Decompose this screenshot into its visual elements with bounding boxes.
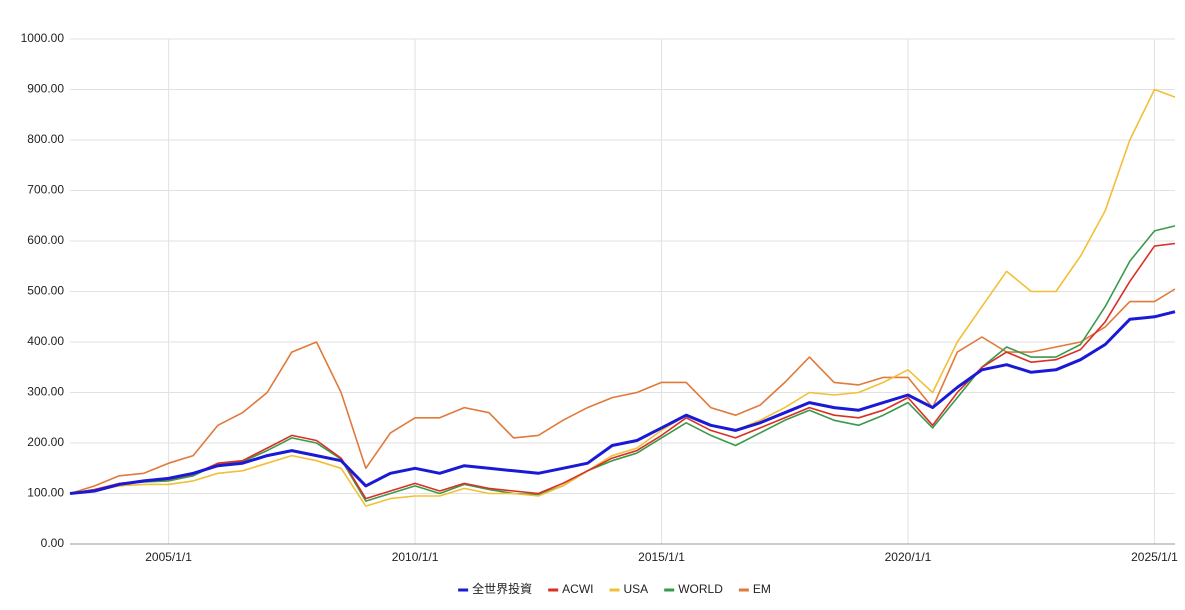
x-tick-label: 2025/1/1 [1131, 550, 1178, 564]
y-tick-label: 500.00 [27, 284, 64, 298]
y-tick-label: 1000.00 [21, 31, 65, 45]
legend-label: EM [753, 582, 771, 596]
legend-label: 全世界投資 [472, 581, 532, 596]
y-tick-label: 400.00 [27, 334, 64, 348]
y-tick-label: 100.00 [27, 486, 64, 500]
y-tick-label: 200.00 [27, 435, 64, 449]
legend-label: USA [624, 582, 649, 596]
x-tick-label: 2005/1/1 [145, 550, 192, 564]
x-tick-label: 2010/1/1 [392, 550, 439, 564]
x-tick-label: 2015/1/1 [638, 550, 685, 564]
series-line [69, 225, 1176, 502]
legend-label: WORLD [678, 582, 723, 596]
series-line [69, 242, 1176, 500]
y-tick-label: 800.00 [27, 132, 64, 146]
y-tick-label: 0.00 [41, 536, 65, 550]
y-tick-label: 700.00 [27, 183, 64, 197]
series-line [69, 288, 1176, 495]
y-tick-label: 300.00 [27, 385, 64, 399]
y-tick-label: 900.00 [27, 82, 64, 96]
series-line [69, 88, 1176, 507]
y-tick-label: 600.00 [27, 233, 64, 247]
series-line [69, 310, 1176, 495]
x-tick-label: 2020/1/1 [885, 550, 932, 564]
legend-label: ACWI [562, 582, 593, 596]
